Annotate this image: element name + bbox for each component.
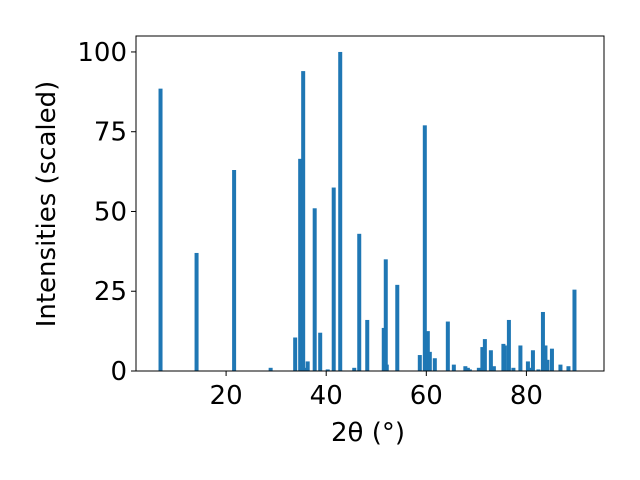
y-tick-label: 75	[94, 118, 127, 148]
bar	[298, 158, 303, 371]
bar	[432, 358, 437, 371]
bar	[511, 367, 516, 371]
bar	[491, 366, 496, 371]
y-tick-label: 0	[110, 357, 127, 387]
bar	[451, 364, 456, 371]
bar	[425, 331, 430, 371]
y-tick-label: 50	[94, 197, 127, 227]
bar	[338, 51, 343, 371]
bar	[331, 187, 336, 371]
bar	[383, 259, 388, 371]
bar	[502, 345, 507, 371]
bar	[384, 364, 389, 371]
bar	[158, 88, 163, 372]
bar	[572, 289, 577, 371]
bar	[422, 125, 427, 371]
bar	[268, 367, 273, 371]
bar	[480, 347, 485, 371]
bar	[395, 284, 400, 371]
x-tick-label: 40	[310, 381, 343, 411]
x-tick-label: 80	[510, 381, 543, 411]
bar	[417, 355, 422, 371]
bar	[427, 351, 432, 371]
bar	[482, 339, 487, 371]
bar	[506, 319, 511, 371]
bar	[527, 367, 532, 371]
bar	[540, 311, 545, 371]
bar	[293, 337, 298, 371]
plot-frame	[135, 35, 605, 372]
bar	[445, 321, 450, 371]
y-tick-label: 25	[94, 277, 127, 307]
bar	[352, 367, 357, 371]
bar	[194, 252, 199, 371]
bar	[488, 350, 493, 371]
bar	[536, 369, 541, 371]
bar	[312, 208, 317, 371]
bar	[463, 366, 468, 371]
x-axis-label: 2θ (°)	[331, 418, 405, 448]
bar	[318, 332, 323, 371]
bar	[365, 319, 370, 371]
bar	[558, 364, 563, 371]
bars	[158, 51, 577, 372]
bar	[549, 348, 554, 371]
bar	[530, 350, 535, 371]
bar	[543, 345, 548, 371]
bar	[566, 366, 571, 371]
bar	[301, 71, 306, 371]
x-tick-label: 20	[210, 381, 243, 411]
y-axis-label: Intensities (scaled)	[32, 81, 62, 328]
bar	[357, 233, 362, 371]
x-tick-label: 60	[410, 381, 443, 411]
bar	[232, 170, 237, 371]
bar	[467, 369, 472, 371]
bar	[545, 359, 550, 371]
bar	[476, 367, 481, 371]
y-tick-label: 100	[77, 38, 127, 68]
bar	[305, 361, 310, 371]
bar	[518, 345, 523, 371]
bar	[325, 369, 330, 371]
bar	[525, 361, 530, 371]
